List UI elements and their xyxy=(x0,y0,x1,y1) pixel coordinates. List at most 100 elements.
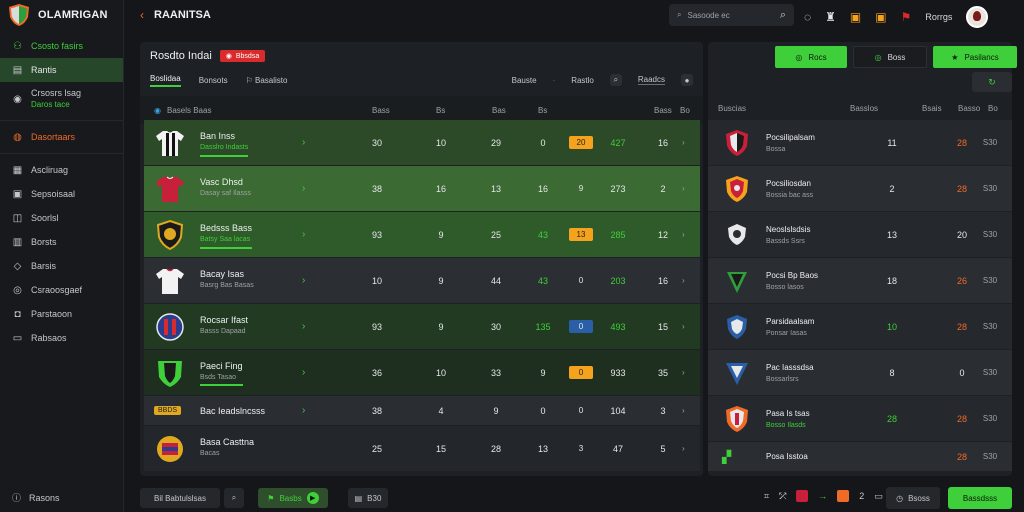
team-sub: Basrg Bas Basas xyxy=(200,282,254,289)
filter-reset[interactable]: Raadcs xyxy=(637,75,665,85)
chevron-right-icon[interactable]: › xyxy=(302,367,306,378)
col-team[interactable]: Basels Baas xyxy=(166,105,212,115)
filter-status[interactable]: Bauste xyxy=(511,75,537,85)
sidebar-footer[interactable]: ⓘ Rasons xyxy=(12,491,60,504)
bottom-primary-button[interactable]: Bassdsss xyxy=(948,487,1012,509)
col-assists[interactable]: Basso xyxy=(958,103,981,113)
bottom-doc-chip[interactable]: ▤ B30 xyxy=(348,488,388,508)
col-matches[interactable]: Basslos xyxy=(850,103,879,113)
col-bo[interactable]: Bo xyxy=(988,103,998,113)
chevron-right-icon[interactable]: › xyxy=(302,137,306,148)
bottom-bar: Bil Babtulslsas ⌕ ⚑ Basbs ▶ ▤ B30 ⌗ ⤱ → 2 ▭… xyxy=(124,484,1024,512)
chevron-right-icon[interactable]: › xyxy=(302,405,306,416)
sidebar-item-world[interactable]: ◎ Csraoosgaef xyxy=(13,284,83,296)
col-lost[interactable]: Bs xyxy=(538,105,548,115)
col-won[interactable]: Bs xyxy=(436,105,446,115)
bottom-secondary-button[interactable]: ◷ Bsoss xyxy=(886,487,940,509)
search-icon[interactable]: ⌕ xyxy=(779,8,786,21)
tab-results[interactable]: ⚐ Basalisto xyxy=(245,75,288,85)
more-icon[interactable]: › xyxy=(682,230,685,239)
list-item[interactable]: ▞ Posa Isstoa 28 S30 xyxy=(708,442,1012,472)
page-title: RAANITSA xyxy=(154,9,211,21)
sidebar-item-standings[interactable]: ▤ Rantis xyxy=(0,58,123,82)
list-item[interactable]: Neoslslsdsis Bassds Ssrs 13 20 S30 xyxy=(708,212,1012,258)
list-item[interactable]: Pocsi Bp Baos Bosso lasos 18 26 S30 xyxy=(708,258,1012,304)
sidebar-item-schedule[interactable]: ▦ Ascliruag xyxy=(12,164,69,176)
sidebar-item-highlights[interactable]: ◍ Dasortaars xyxy=(13,131,76,143)
arrow-icon[interactable]: → xyxy=(818,491,828,501)
table-row[interactable]: Vasc Dhsd Dasay saf Ilasss › 38 16 13 16 … xyxy=(144,166,700,212)
tab-fixtures[interactable]: Bonsots xyxy=(198,75,228,85)
more-icon[interactable]: › xyxy=(682,184,685,193)
table-row[interactable]: Ban Inss Dasslro Indasts › 30 10 29 0 20 … xyxy=(144,120,700,166)
table-row[interactable]: Bedsss Bass Batsy Saa lacas › 93 9 25 43 … xyxy=(144,212,700,258)
brand[interactable]: OLAMRIGAN xyxy=(0,0,123,30)
list-item[interactable]: Pocsilipalsam Bossa 11 28 S30 xyxy=(708,120,1012,166)
user-name[interactable]: Rorrgs xyxy=(925,12,953,22)
refresh-button[interactable]: ↻ xyxy=(972,72,1012,92)
search-input[interactable]: ⌕ Sasoode ec ⌕ xyxy=(669,4,794,26)
more-icon[interactable]: › xyxy=(682,444,685,453)
cell-goals: 203 xyxy=(610,275,626,286)
bottom-live-chip[interactable]: ⚑ Basbs ▶ xyxy=(258,488,328,508)
chevron-right-icon[interactable]: › xyxy=(302,321,306,332)
more-icon[interactable]: › xyxy=(682,322,685,331)
orange-square-icon[interactable] xyxy=(837,490,850,502)
cell-goals: 273 xyxy=(610,183,626,194)
sidebar-item-tags[interactable]: ◇ Barsis xyxy=(13,260,57,272)
more-icon[interactable]: › xyxy=(682,276,685,285)
chevron-right-icon[interactable]: › xyxy=(302,275,306,286)
bottom-filter-chip[interactable]: Bil Babtulslsas xyxy=(140,488,220,508)
list-item[interactable]: Parsidaalsam Ponsar Iasas 10 28 S30 xyxy=(708,304,1012,350)
more-icon[interactable]: › xyxy=(682,406,685,415)
list-item[interactable]: Pac Iasssdsa Bossarlsrs 8 0 S30 xyxy=(708,350,1012,396)
more-icon[interactable]: › xyxy=(682,138,685,147)
table-row[interactable]: Basa Casttna Bacas 25 15 28 13 3 47 5 › xyxy=(144,426,700,472)
sidebar-item-media[interactable]: ▭ Rabsaos xyxy=(12,332,67,344)
avatar[interactable] xyxy=(966,6,989,28)
sidebar-item-matches[interactable]: ◉ Crsosrs lsag Daros tace xyxy=(13,88,82,109)
sidebar-item-stats[interactable]: ▥ Borsts xyxy=(12,236,57,248)
pasilancs-button[interactable]: ★ Pasilancs xyxy=(933,46,1017,68)
sidebar-item-chat[interactable]: ◘ Parstaoon xyxy=(0,302,123,326)
sidebar-item-players[interactable]: ⚇ Csosto fasirs xyxy=(13,40,84,52)
col-club[interactable]: Buscias xyxy=(718,103,747,113)
toggle-icon[interactable]: ● xyxy=(681,74,693,86)
share-icon[interactable]: ⤱ xyxy=(779,490,787,501)
cell-goals: 20 xyxy=(956,229,967,240)
more-icon[interactable]: › xyxy=(682,368,685,377)
red-square-icon[interactable] xyxy=(796,490,809,502)
chevron-right-icon[interactable]: › xyxy=(302,229,306,240)
rocs-button[interactable]: ◎ Rocs xyxy=(775,46,847,68)
col-goals[interactable]: Bsais xyxy=(922,103,942,113)
search-small-icon[interactable]: ⌕ xyxy=(609,74,622,86)
sidebar-item-shop[interactable]: ◫ Soorlsl xyxy=(12,212,59,224)
list-item[interactable]: Pocsiliosdan Bossia bac ass 2 28 S30 xyxy=(708,166,1012,212)
cell-drawn: 13 xyxy=(490,183,501,194)
bottom-search-button[interactable]: ⌕ xyxy=(224,488,244,508)
col-drawn[interactable]: Bas xyxy=(492,105,506,115)
alert-icon[interactable]: ▣ xyxy=(875,10,887,24)
whatsapp-icon[interactable]: ◌ xyxy=(804,10,812,24)
filter-round[interactable]: Rastlo xyxy=(571,75,594,85)
sidebar-item-transfers[interactable]: ▣ Sepsoisaal xyxy=(12,188,76,200)
chevron-right-icon[interactable]: › xyxy=(302,183,306,194)
notification-icon[interactable]: ▣ xyxy=(849,10,862,24)
fire-icon: ◍ xyxy=(13,131,22,143)
cell-goals: 28 xyxy=(956,183,967,194)
col-points[interactable]: Bo xyxy=(680,105,690,115)
window-icon[interactable]: ▭ xyxy=(874,490,883,501)
table-row[interactable]: BBDS Bac Ieadslncsss › 38 4 9 0 0 104 3 … xyxy=(144,396,700,426)
list-item[interactable]: Pasa Is tsas Bosso Ilasds 28 28 S30 xyxy=(708,396,1012,442)
boss-button[interactable]: ◎ Boss xyxy=(853,46,927,68)
table-row[interactable]: Paeci Fing Bsds Tasao › 36 10 33 9 0 933 … xyxy=(144,350,700,396)
live-badge[interactable]: ◉ Bbsdsa xyxy=(219,50,266,62)
trophy-icon[interactable]: ♜ xyxy=(825,10,836,24)
table-row[interactable]: Rocsar Ifast Basss Dapaad › 93 9 30 135 0… xyxy=(144,304,700,350)
grid-icon[interactable]: ⌗ xyxy=(764,490,770,501)
tab-overview[interactable]: Boslidaa xyxy=(150,74,181,87)
col-played[interactable]: Bass xyxy=(372,105,390,115)
table-row[interactable]: Bacay Isas Basrg Bas Basas › 10 9 44 43 0… xyxy=(144,258,700,304)
col-goals[interactable]: Bass xyxy=(654,105,672,115)
back-chevron-icon[interactable]: ‹ xyxy=(140,8,144,22)
